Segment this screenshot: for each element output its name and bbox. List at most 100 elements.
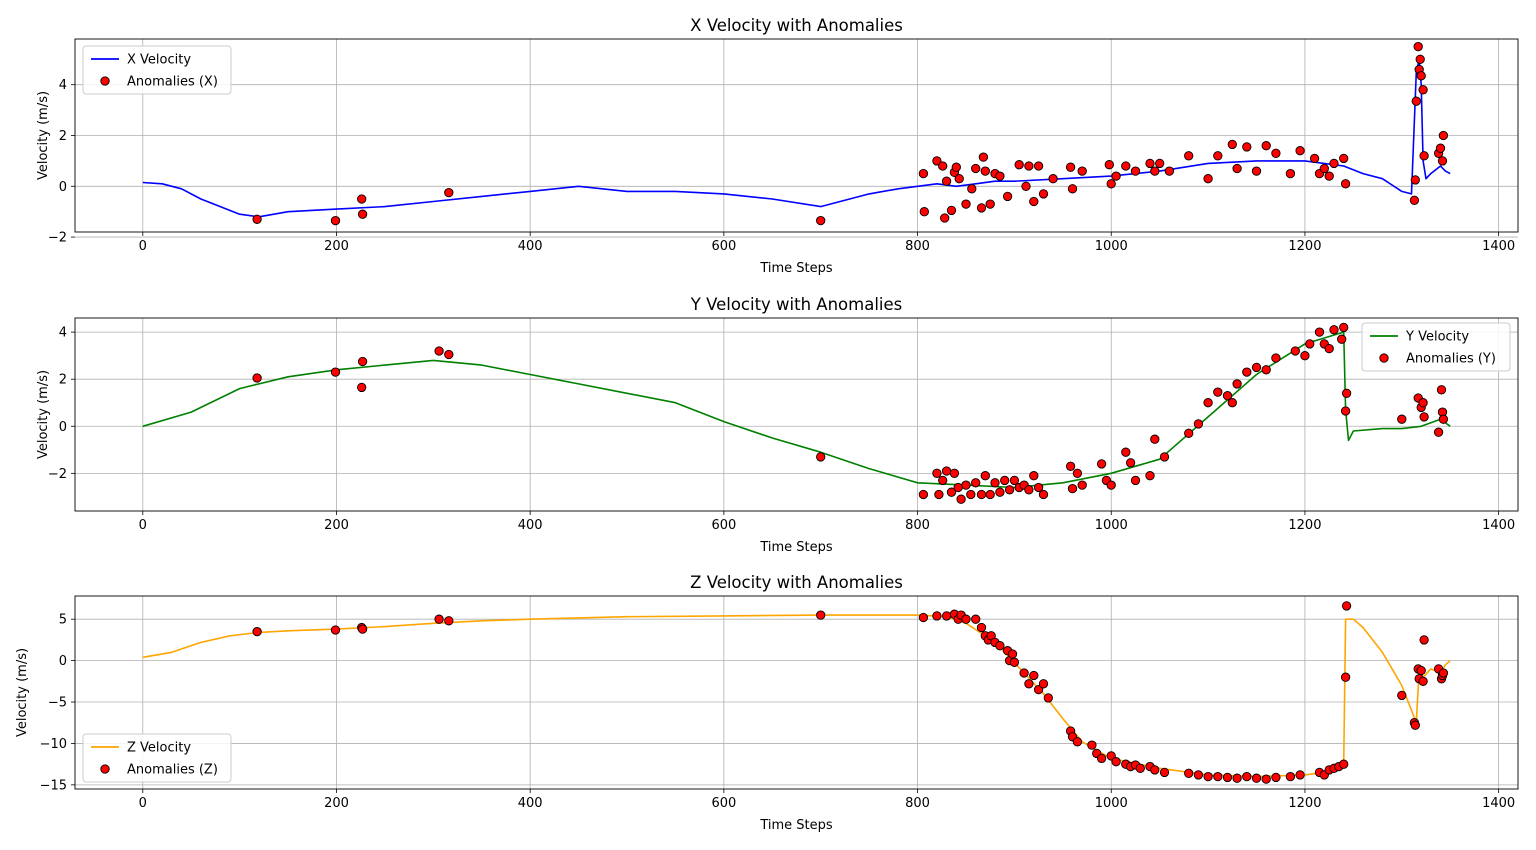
y-anomaly-point	[1251, 362, 1262, 373]
x-legend-line-label: X Velocity	[127, 53, 191, 68]
x-anomaly-point	[995, 171, 1005, 181]
y-xtick-label: 1400	[1482, 518, 1515, 533]
z-anomaly-point	[1019, 668, 1029, 678]
z-xtick-label: 1400	[1482, 796, 1515, 811]
z-anomaly-point	[1024, 679, 1034, 689]
y-anomaly-point	[1121, 447, 1131, 457]
x-anomaly-point	[1285, 168, 1296, 179]
x-anomaly-point	[1145, 158, 1155, 169]
z-xtick-label: 1200	[1288, 796, 1321, 811]
x-legend	[82, 45, 232, 95]
x-anomaly-point	[1435, 143, 1446, 153]
y-legend-marker-label: Anomalies (Y)	[1406, 352, 1496, 367]
z-anomaly-point	[1072, 737, 1083, 747]
y-anomaly-point	[1004, 485, 1015, 495]
y-legend-box	[1361, 322, 1511, 372]
y-xtick-label: 1000	[1095, 518, 1128, 533]
y-anomaly-point	[1029, 471, 1039, 481]
y-anomaly-point	[357, 356, 368, 367]
z-xtick-label: 600	[711, 796, 736, 811]
x-anomaly-point	[1271, 148, 1281, 158]
z-anomaly-point	[995, 641, 1005, 651]
x-anomaly-point	[961, 199, 971, 209]
x-anomaly-point	[932, 156, 942, 166]
y-anomaly-point	[1193, 419, 1204, 429]
y-axes-frame	[74, 317, 1519, 512]
z-anomaly-point	[1410, 720, 1420, 730]
x-anomaly-point	[1419, 151, 1429, 161]
x-anomaly-point	[1130, 166, 1141, 176]
y-anomaly-point	[1106, 480, 1116, 490]
y-anomaly-point	[1438, 414, 1449, 424]
y-anomaly-point	[932, 468, 942, 478]
x-anomaly-point	[1104, 160, 1114, 170]
z-velocity-panel: 0 200 400 600 800 1000 1200 1400 −15 −10 −5 0 5 Z Ve…	[15, 573, 1519, 833]
y-anomaly-point	[1184, 428, 1194, 438]
x-anomaly-point	[1014, 160, 1024, 170]
x-anomaly-point	[980, 166, 990, 176]
z-anomaly-point	[1416, 665, 1426, 676]
y-ytick-label: 2	[59, 373, 67, 388]
z-anomaly-point	[1038, 679, 1049, 689]
x-anomaly-point	[954, 174, 964, 184]
z-anomaly-point	[1159, 767, 1170, 778]
z-axes-frame	[74, 595, 1519, 790]
z-ytick-label: −15	[40, 778, 67, 793]
y-ytick-label: 0	[59, 420, 67, 435]
x-anomaly-point	[1024, 161, 1034, 171]
y-anomaly-point	[949, 468, 960, 478]
x-anomaly-point	[946, 205, 957, 216]
x-anomaly-point	[967, 184, 977, 194]
y-anomaly-point	[966, 489, 976, 500]
y-velocity-line	[142, 331, 1451, 489]
y-anomaly-point	[934, 489, 944, 500]
z-anomaly-point	[976, 622, 987, 633]
y-legend-line-label: Y Velocity	[1405, 330, 1469, 345]
z-anomaly-point	[1007, 649, 1018, 659]
x-anomaly-point	[1329, 158, 1339, 169]
z-anomaly-point	[1009, 657, 1020, 667]
x-anomaly-point	[1251, 166, 1262, 176]
x-anomaly-point	[1242, 142, 1252, 152]
z-panel-xlabel: Time Steps	[759, 818, 833, 833]
y-anomaly-point	[1159, 452, 1170, 462]
x-panel-ylabel: Velocity (m/s)	[36, 91, 51, 180]
x-anomaly-point	[978, 152, 989, 162]
z-anomaly-point	[1271, 772, 1281, 783]
y-anomaly-point	[918, 489, 929, 500]
x-ytick-label: 0	[59, 180, 67, 195]
y-anomaly-point	[980, 471, 990, 481]
y-anomaly-point	[1419, 412, 1429, 422]
y-panel-title: Y Velocity with Anomalies	[690, 295, 903, 314]
y-anomaly-point	[990, 478, 1000, 488]
y-anomaly-point	[1339, 322, 1349, 333]
y-plot-area: 0 200 400 600 800 1000 1200 1400 −2 0 2 4	[48, 317, 1519, 533]
x-anomaly-point	[1029, 196, 1039, 207]
z-anomaly-point	[1261, 774, 1271, 784]
y-anomaly-point	[961, 480, 971, 490]
x-anomaly-point	[1213, 151, 1223, 161]
x-anomaly-point	[444, 187, 454, 198]
x-anomaly-point	[1340, 179, 1351, 189]
y-anomaly-point	[1072, 468, 1083, 478]
x-anomaly-point	[1411, 96, 1421, 106]
x-anomaly-point	[1319, 163, 1329, 174]
x-anomaly-point	[1415, 54, 1425, 64]
x-anomaly-point	[1121, 161, 1131, 171]
x-anomaly-point	[1065, 162, 1076, 172]
z-anomaly-point	[918, 612, 929, 623]
x-ytick-label: 2	[59, 129, 67, 144]
z-ytick-label: 0	[59, 654, 67, 669]
x-legend-marker-swatch	[100, 76, 110, 86]
z-anomaly-point	[330, 625, 341, 635]
x-anomaly-point	[1067, 184, 1078, 194]
y-ytick-label: 4	[59, 326, 67, 341]
y-anomaly-point	[995, 487, 1005, 497]
x-anomaly-point	[1339, 153, 1349, 164]
x-velocity-panel: 0 200 400 600 800 1000 1200 1400 −2 0 2 4 X Velocit…	[36, 16, 1519, 276]
x-anomaly-point	[1111, 171, 1121, 181]
x-anomaly-point	[1437, 156, 1448, 166]
y-anomaly-point	[971, 478, 981, 488]
z-anomaly-point	[1087, 740, 1097, 750]
y-anomaly-point	[1067, 483, 1078, 494]
